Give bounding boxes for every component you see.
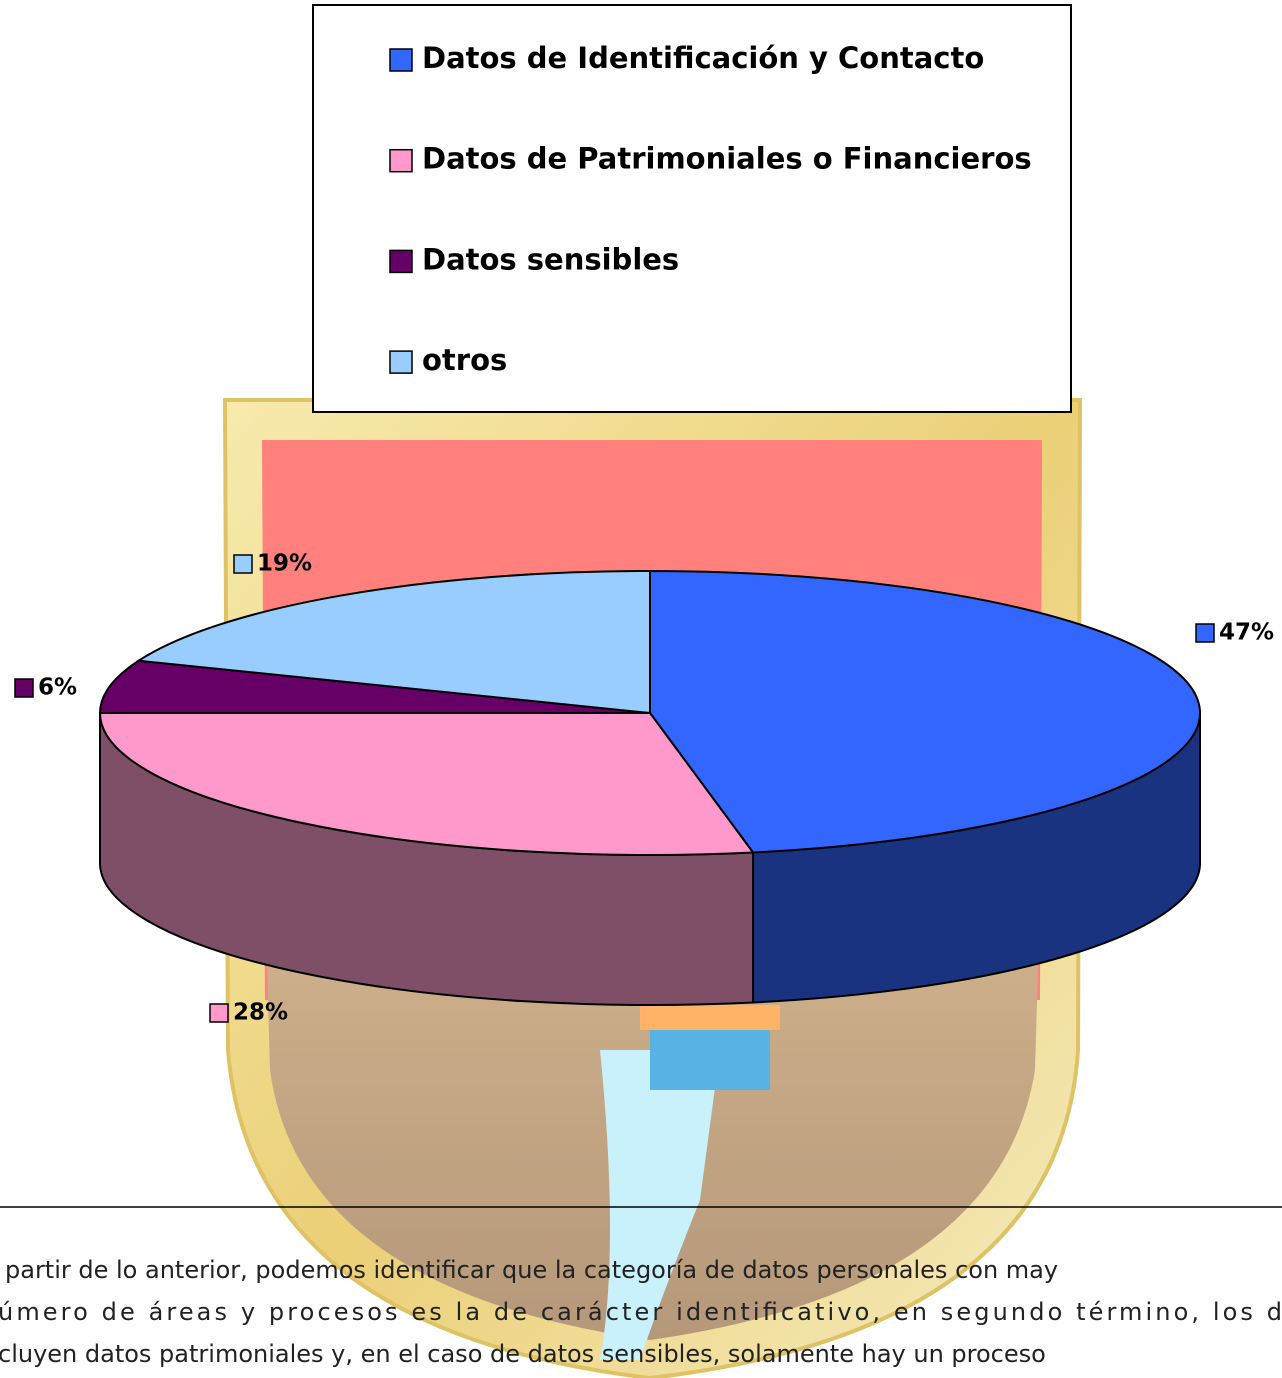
legend-label: Datos sensibles — [422, 242, 679, 276]
data-label: 47% — [1219, 620, 1274, 646]
data-label: 19% — [257, 551, 312, 577]
legend-swatch — [389, 148, 413, 173]
paragraph-line: úmero de áreas y procesos es la de carác… — [0, 1298, 1282, 1326]
pie-slice — [649, 569, 1201, 854]
legend: Datos de Identificación y Contacto Datos … — [312, 4, 1072, 413]
pie-slice — [135, 569, 651, 715]
data-label: 6% — [38, 675, 77, 701]
legend-label: otros — [422, 343, 507, 377]
data-labels: 47% 28% 6% 19% — [14, 551, 1274, 1026]
label-swatch — [14, 678, 34, 698]
legend-swatch — [389, 48, 413, 72]
pie — [98, 569, 1201, 1006]
legend-box — [312, 4, 1072, 413]
pie-slice — [98, 712, 755, 856]
legend-swatch — [389, 249, 413, 274]
legend-items: Datos de Identificación y Contacto Datos … — [389, 41, 1032, 377]
label-swatch — [209, 1003, 229, 1023]
legend-label: Datos de Identificación y Contacto — [422, 41, 984, 75]
legend-label: Datos de Patrimoniales o Financieros — [422, 142, 1032, 176]
label-swatch — [1195, 623, 1215, 643]
paragraph-line: cluyen datos patrimoniales y, en el caso… — [0, 1340, 1046, 1368]
legend-swatch — [389, 350, 413, 374]
paragraph-line: partir de lo anterior, podemos identific… — [5, 1256, 1058, 1284]
data-label: 28% — [233, 1000, 288, 1026]
label-swatch — [233, 554, 253, 574]
